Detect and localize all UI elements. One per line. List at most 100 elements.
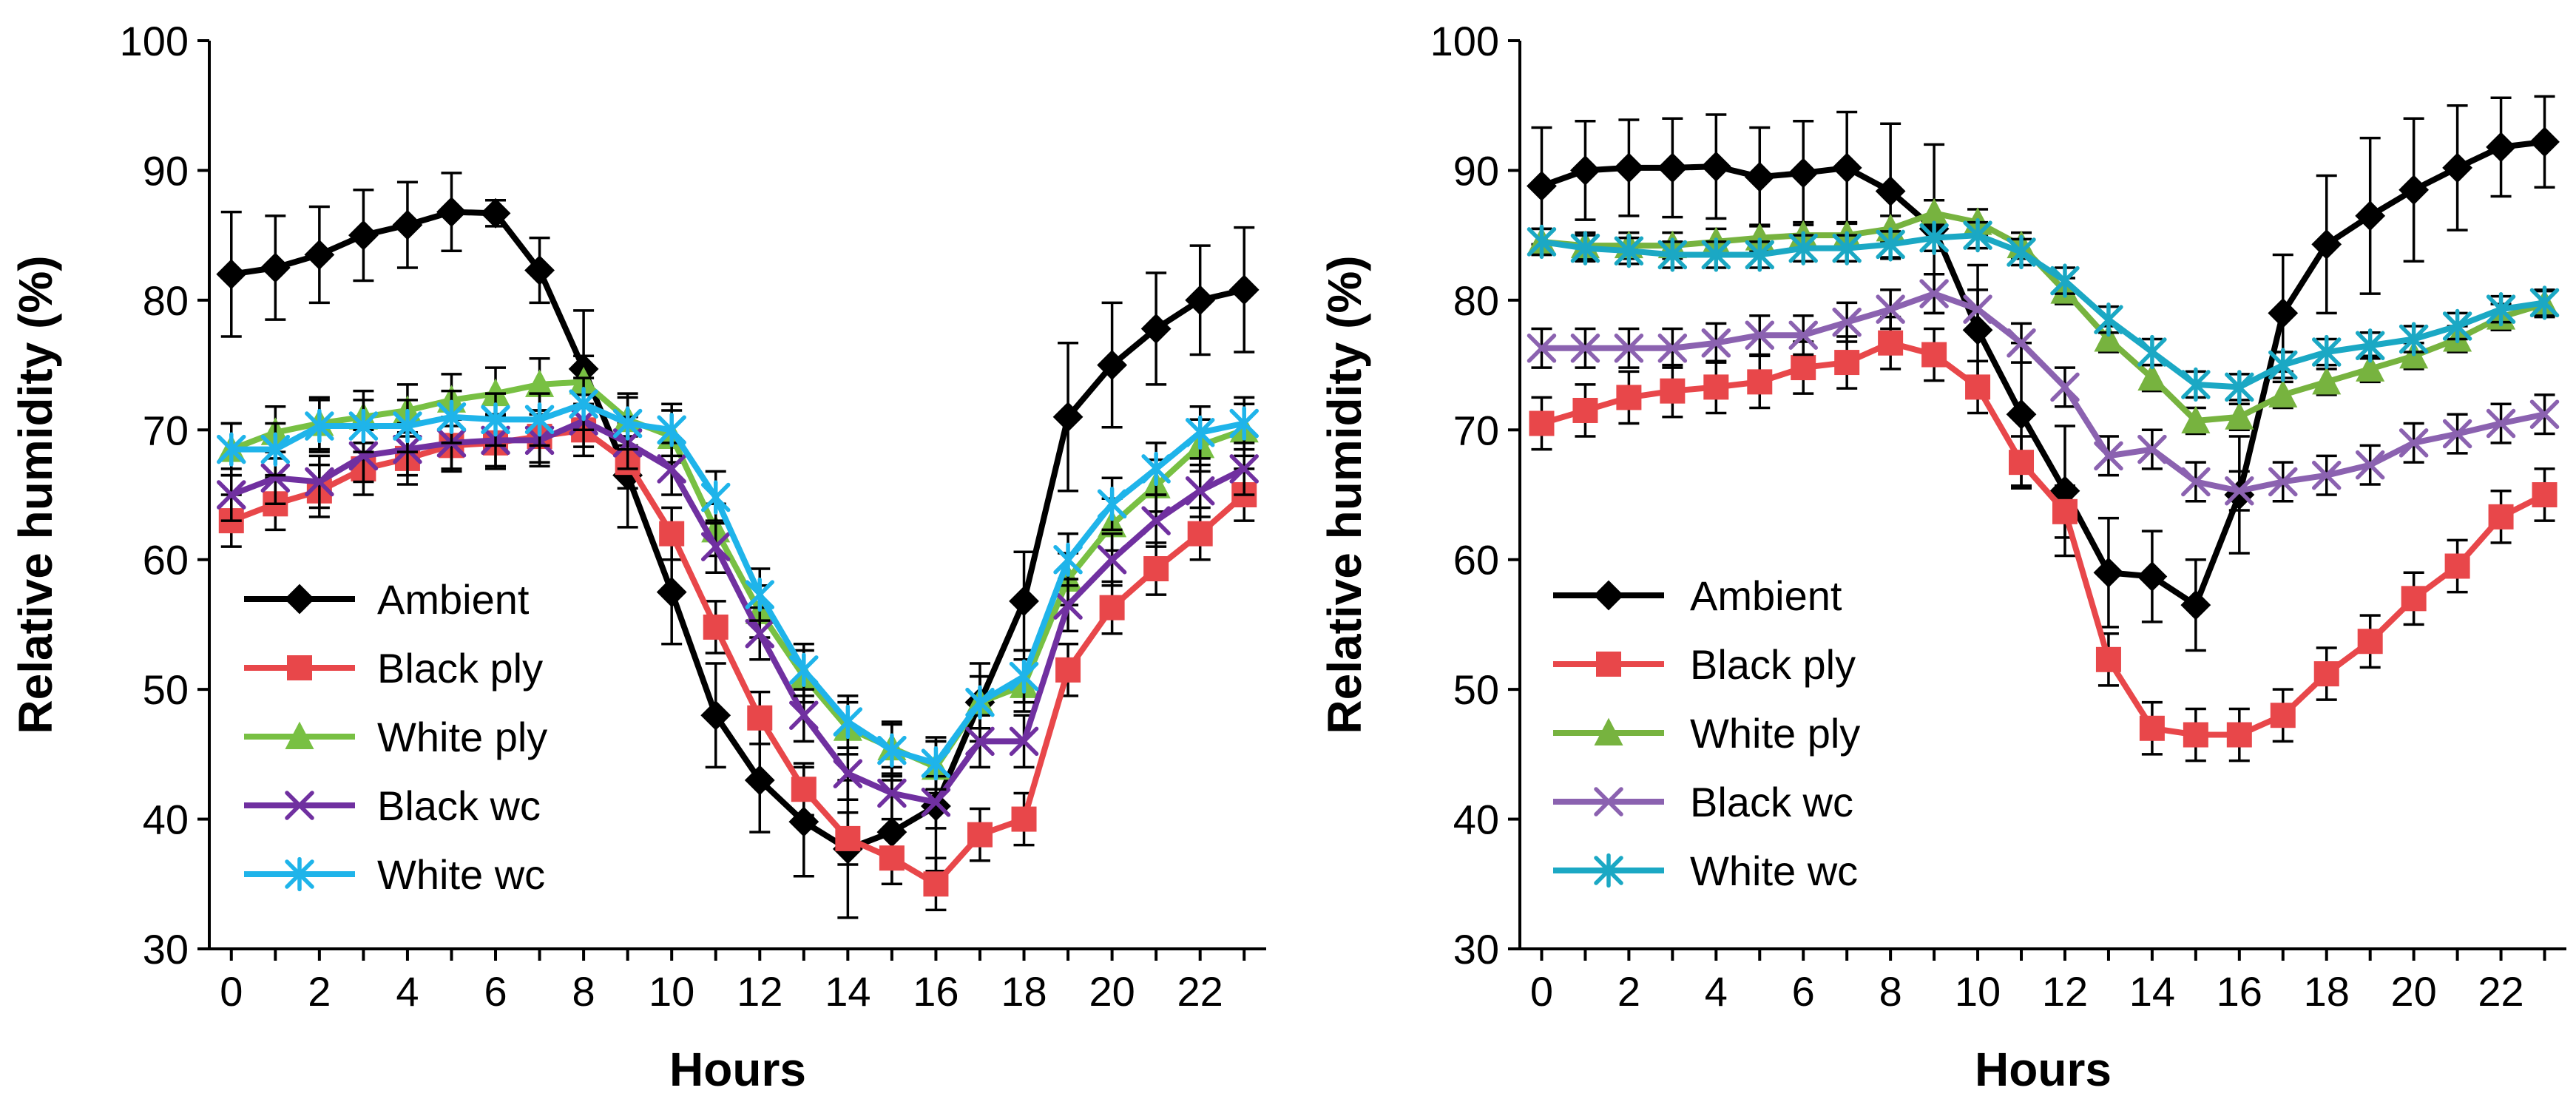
data-point — [965, 726, 995, 757]
chart-panel-2: 30 40 50 60 70 80 90 100 0 2 4 6 8 10 12 14 16 18 20 22 Hour… — [1318, 18, 2566, 1096]
y-tick-label: 70 — [143, 407, 189, 453]
data-point — [305, 408, 334, 444]
data-point — [921, 745, 951, 781]
x-tick-label: 22 — [1177, 968, 1223, 1015]
data-point — [1657, 152, 1688, 183]
data-point — [1831, 152, 1862, 183]
data-point — [2312, 366, 2342, 395]
y-tick-label: 90 — [143, 147, 189, 194]
legend-marker — [1594, 853, 1623, 888]
data-point — [2094, 324, 2123, 352]
data-point — [833, 704, 863, 740]
data-point — [1009, 659, 1039, 694]
data-point — [2357, 629, 2383, 655]
data-point — [1185, 476, 1215, 506]
y-tick-label: 70 — [1453, 407, 1499, 453]
data-point — [2398, 175, 2430, 206]
data-point — [393, 408, 422, 444]
data-point — [656, 577, 687, 607]
data-point — [2268, 298, 2299, 328]
data-point — [1660, 378, 1686, 404]
data-point — [1009, 586, 1039, 617]
data-point — [524, 255, 555, 285]
data-point — [2529, 399, 2560, 429]
data-point — [789, 700, 819, 730]
x-tick-label: 2 — [308, 968, 331, 1015]
legend-label: White wc — [377, 851, 545, 898]
data-point — [1745, 223, 1774, 251]
data-point — [2181, 367, 2211, 402]
legend-entry: White ply — [244, 714, 547, 760]
x-tick-label: 14 — [2129, 968, 2175, 1015]
legend-entry: White wc — [244, 851, 545, 898]
data-point — [612, 406, 643, 441]
data-point — [1614, 234, 1644, 268]
data-point — [436, 399, 467, 434]
data-point — [1529, 410, 1555, 436]
x-axis-title: Hours — [669, 1043, 806, 1096]
data-point — [2532, 482, 2558, 507]
y-tick-label: 40 — [143, 797, 189, 843]
data-point — [923, 871, 949, 897]
legend-entry: Black wc — [1553, 779, 1853, 825]
data-point — [2268, 348, 2298, 382]
data-point — [2355, 450, 2385, 480]
data-point — [1143, 555, 1169, 581]
data-point — [2006, 399, 2037, 430]
series-line — [1541, 232, 2546, 390]
legend-label: White ply — [1690, 710, 1860, 757]
data-point — [657, 454, 686, 484]
data-point — [1701, 328, 1731, 358]
data-point — [2095, 646, 2121, 672]
series-line — [1541, 138, 2545, 609]
data-point — [1185, 285, 1216, 316]
legend-label: Black ply — [377, 645, 543, 691]
data-point — [1701, 237, 1731, 272]
series-black-ply — [218, 402, 1257, 912]
data-point — [1791, 355, 1816, 381]
data-point — [569, 387, 598, 422]
x-tick-label: 16 — [913, 968, 959, 1015]
data-point — [1963, 217, 1992, 253]
data-point — [1788, 158, 1819, 189]
data-point — [1875, 176, 1906, 206]
y-tick-label: 90 — [1453, 147, 1499, 194]
data-point — [789, 652, 819, 687]
data-point — [2486, 408, 2516, 439]
data-point — [967, 822, 993, 848]
data-point — [348, 220, 379, 251]
x-tick-label: 4 — [396, 968, 419, 1015]
legend-entry: Ambient — [1553, 572, 1842, 619]
data-point — [1703, 374, 1729, 400]
x-tick-label: 6 — [1792, 968, 1815, 1015]
data-point — [2183, 722, 2208, 748]
data-point — [1055, 657, 1081, 683]
legend-label: Ambient — [1690, 572, 1842, 619]
data-point — [1921, 342, 1947, 368]
data-point — [2093, 557, 2124, 588]
data-point — [1876, 294, 1905, 324]
legend-label: Black wc — [377, 782, 541, 829]
data-point — [2181, 467, 2211, 497]
data-point — [348, 441, 379, 471]
data-point — [2181, 405, 2211, 434]
data-point — [1097, 350, 1128, 380]
data-point — [2398, 322, 2429, 356]
data-point — [1963, 294, 1992, 324]
data-point — [1747, 369, 1773, 395]
data-point — [436, 197, 467, 227]
legend-marker — [1594, 717, 1623, 745]
data-point — [1570, 155, 1600, 186]
series-line — [230, 379, 1245, 771]
data-point — [657, 413, 686, 447]
x-tick-label: 0 — [1530, 968, 1553, 1015]
data-point — [216, 259, 247, 290]
legend: Ambient Black ply White ply Black wc White w… — [1553, 572, 1860, 894]
data-point — [2270, 703, 2296, 728]
x-tick-label: 4 — [1705, 968, 1728, 1015]
data-point — [2137, 362, 2167, 391]
data-point — [1832, 231, 1862, 266]
data-point — [1788, 320, 1818, 350]
data-point — [877, 733, 907, 768]
data-point — [2442, 419, 2472, 449]
